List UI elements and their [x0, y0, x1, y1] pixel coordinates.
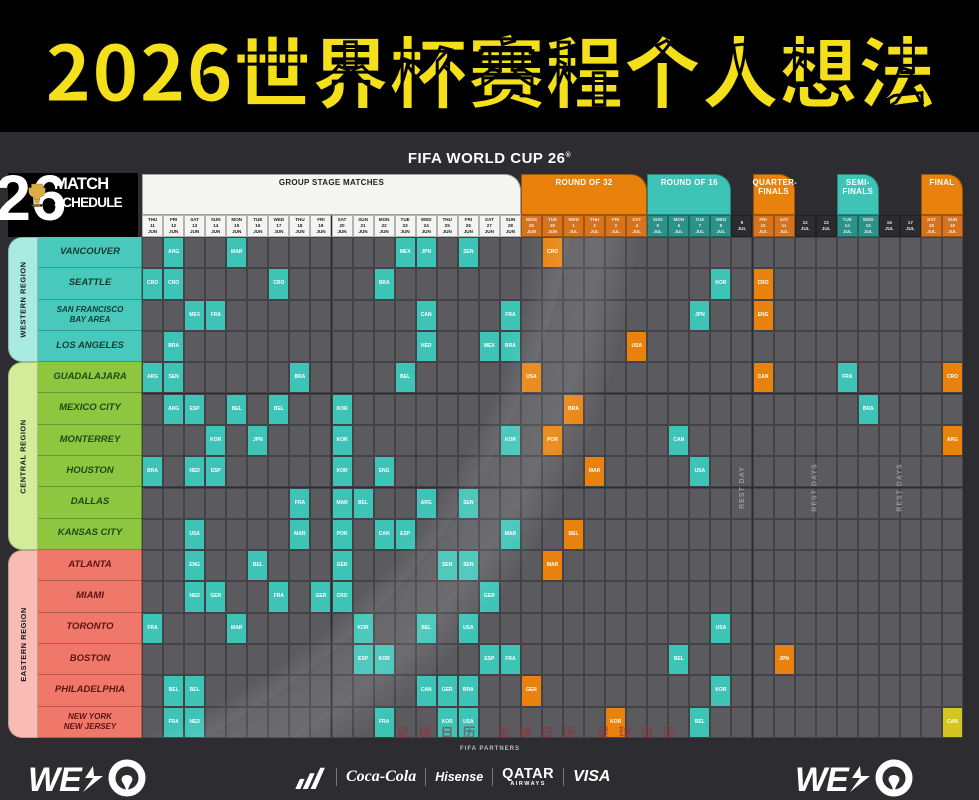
svg-text:WE: WE	[30, 761, 83, 799]
svg-text:WE: WE	[797, 761, 850, 799]
svg-text:FIFA: FIFA	[33, 204, 41, 208]
